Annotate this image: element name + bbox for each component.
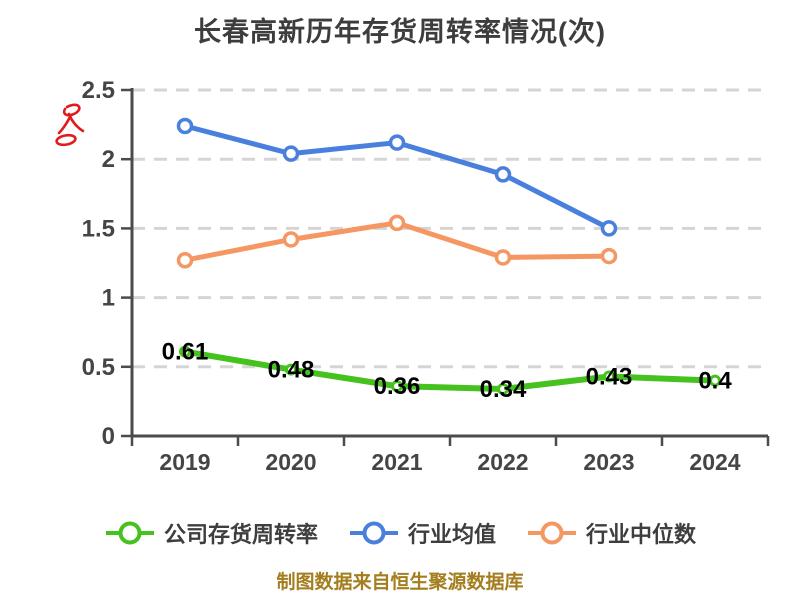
- company-inventory-turnover-marker: [179, 345, 191, 358]
- company-inventory-turnover-marker: [497, 382, 509, 395]
- industry-average-marker: [388, 134, 406, 151]
- legend-label-company-turnover: 公司存货周转率: [163, 522, 318, 547]
- x-tick-label: 2022: [477, 449, 528, 475]
- data-label: 0.61: [162, 339, 209, 366]
- legend-label-industry-average: 行业均值: [407, 522, 496, 547]
- x-tick-label: 2021: [371, 449, 422, 475]
- legend-marker-company-turnover-icon: [105, 521, 154, 545]
- data-label: 0.36: [374, 373, 421, 400]
- y-tick-label: 1: [102, 285, 115, 312]
- x-tick-label: 2019: [159, 449, 210, 475]
- x-tick-label: 2023: [583, 449, 634, 475]
- y-tick-label: 0: [102, 423, 115, 450]
- company-inventory-turnover-marker: [709, 374, 721, 387]
- company-inventory-turnover-marker: [603, 370, 615, 383]
- red-scribble-watermark: [55, 103, 85, 147]
- x-tick-label: 2020: [265, 449, 316, 475]
- legend-item-industry-average: 行业均值: [348, 517, 496, 549]
- y-tick-label: 2.5: [82, 77, 115, 104]
- data-label: 0.48: [268, 357, 315, 384]
- x-tick-label: 2024: [689, 449, 740, 475]
- data-label: 0.4: [698, 368, 732, 395]
- industry-median-marker: [176, 251, 194, 269]
- data-label: 0.34: [480, 376, 527, 403]
- y-tick-label: 0.5: [82, 354, 115, 381]
- legend-item-industry-median: 行业中位数: [526, 517, 696, 549]
- y-tick-label: 1.5: [82, 215, 115, 242]
- industry-average-marker: [600, 220, 618, 237]
- data-source-note: 制图数据来自恒生聚源数据库: [276, 572, 524, 593]
- y-tick-label: 2: [102, 146, 115, 173]
- company-inventory-turnover-line: [182, 348, 718, 392]
- company-inventory-turnover-marker: [391, 380, 403, 393]
- industry-median-marker: [388, 214, 406, 232]
- company-inventory-turnover-marker: [285, 363, 297, 376]
- industry-median-marker: [494, 249, 512, 266]
- industry-average-marker: [494, 166, 512, 183]
- chart-title: 长春高新历年存货周转率情况(次): [194, 17, 606, 47]
- legend-label-industry-median: 行业中位数: [586, 522, 697, 547]
- inventory-turnover-line-chart: 0 0.5 1 1.5 2 2.5 2019 2020 2021 2022 2023 2024 0.61…: [82, 77, 770, 475]
- industry-average-marker: [176, 117, 194, 135]
- industry-median-marker: [600, 247, 618, 265]
- legend: 公司存货周转率 行业均值 行业中位数: [0, 517, 800, 549]
- industry-median-marker: [282, 231, 300, 248]
- data-label: 0.43: [586, 363, 633, 390]
- legend-marker-industry-median-icon: [528, 521, 576, 545]
- industry-average-marker: [282, 145, 300, 162]
- legend-item-company-turnover: 公司存货周转率: [104, 517, 318, 549]
- legend-marker-industry-average-icon: [349, 521, 398, 545]
